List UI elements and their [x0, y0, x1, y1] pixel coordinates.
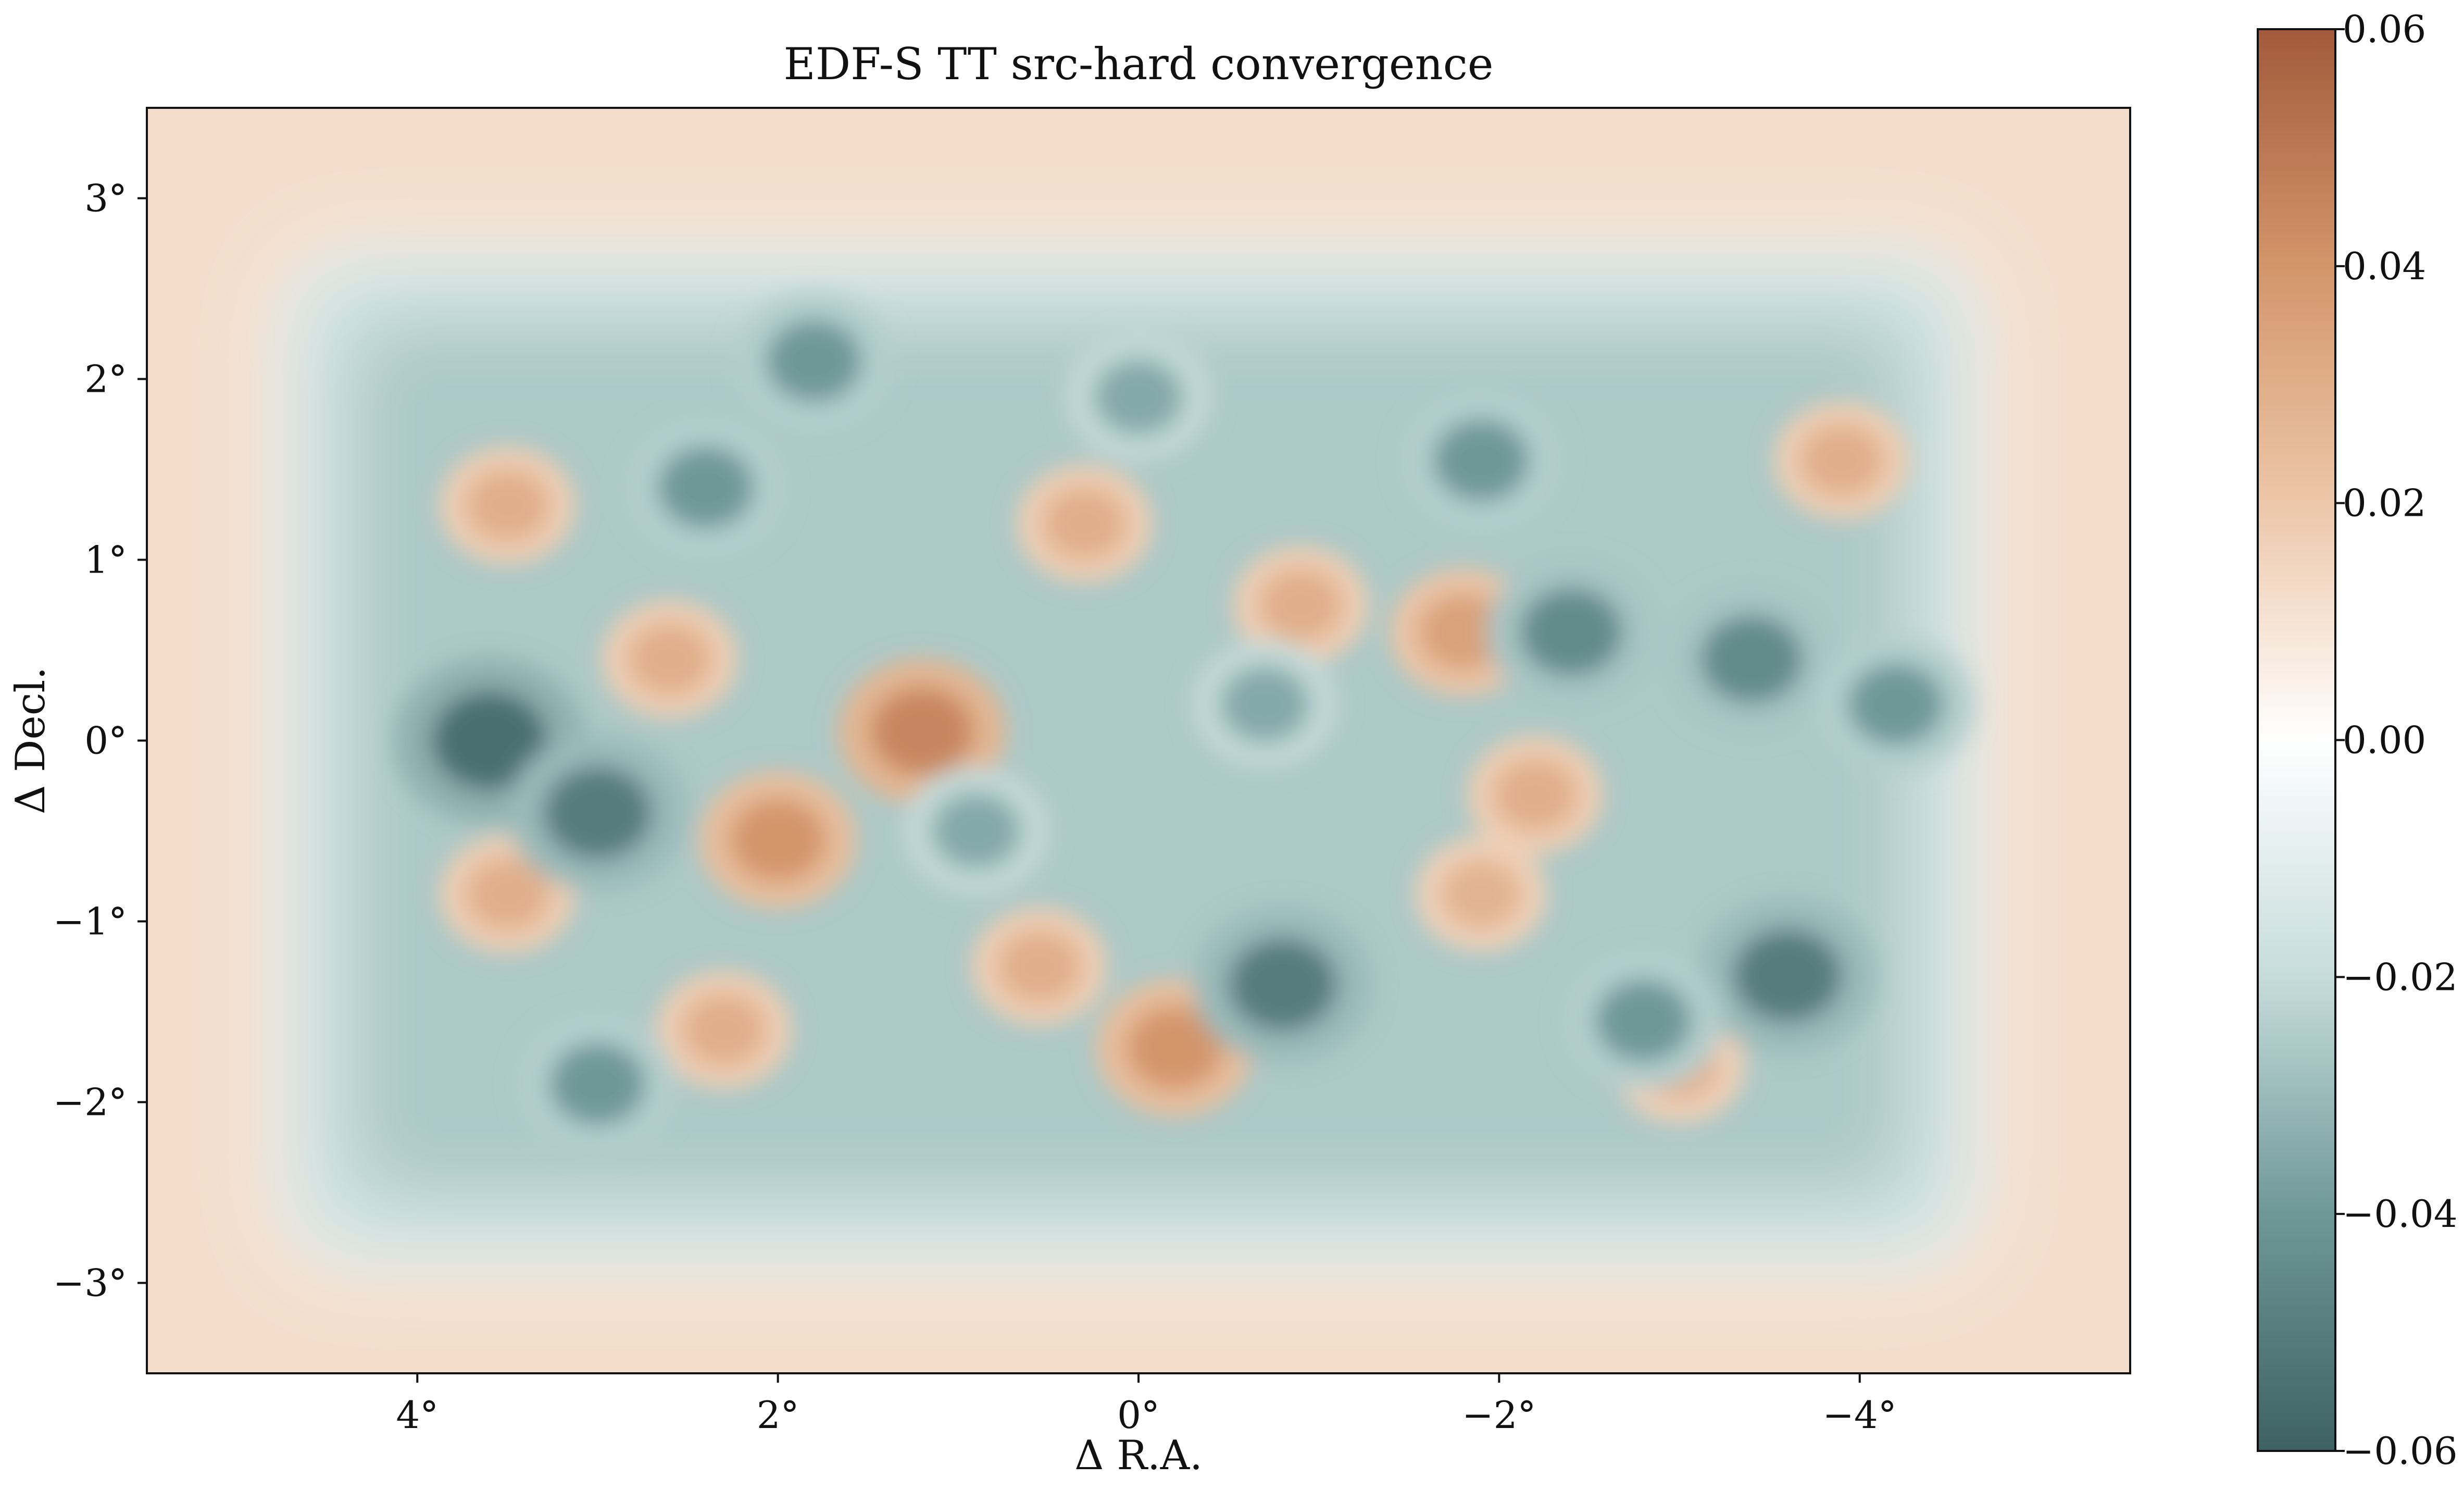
- feature-positive-2: [1126, 1007, 1223, 1089]
- feature-positive-6: [1043, 488, 1126, 560]
- y-axis-title: Δ Decl.: [7, 667, 54, 814]
- y-tick-label: 3°: [84, 177, 127, 220]
- x-tick-label: −2°: [1462, 1393, 1536, 1437]
- feature-positive-4: [466, 470, 549, 541]
- x-axis-title: Δ R.A.: [1074, 1432, 1203, 1479]
- feature-positive-3: [628, 623, 711, 695]
- convergence-features: [394, 292, 1975, 1153]
- y-tick-label: −1°: [53, 900, 127, 943]
- feature-negative-19: [1520, 588, 1623, 676]
- y-tick-label: −3°: [53, 1261, 127, 1305]
- feature-positive-8: [1800, 425, 1883, 496]
- y-axis-ticks: 3° 2° 1° 0° −1° −2° −3°: [53, 177, 147, 1305]
- feature-negative-16: [543, 766, 653, 860]
- feature-positive-0: [870, 687, 974, 776]
- feature-negative-20: [1700, 615, 1803, 703]
- colorbar-tick-label: −0.04: [2343, 1192, 2458, 1236]
- feature-negative-25: [1595, 979, 1692, 1062]
- feature-positive-1: [730, 799, 827, 881]
- x-tick-label: 4°: [396, 1393, 439, 1437]
- feature-positive-10: [997, 930, 1081, 1002]
- y-tick-label: 1°: [84, 538, 127, 582]
- colorbar-ticks: 0.06 0.04 0.02 0.00 −0.02 −0.04 −0.06: [2335, 7, 2458, 1473]
- colorbar: 0.06 0.04 0.02 0.00 −0.02 −0.04 −0.06: [2257, 7, 2458, 1473]
- colorbar-gradient: [2257, 28, 2336, 1452]
- colorbar-tick-label: −0.06: [2343, 1429, 2458, 1473]
- feature-negative-23: [766, 319, 862, 402]
- feature-negative-28: [549, 1042, 646, 1125]
- feature-positive-9: [682, 994, 766, 1066]
- colorbar-tick-label: 0.02: [2343, 481, 2426, 525]
- feature-positive-11: [1493, 759, 1577, 830]
- feature-positive-12: [466, 859, 549, 930]
- feature-positive-13: [1441, 860, 1522, 929]
- feature-positive-7: [1259, 569, 1343, 641]
- feature-negative-29: [1847, 663, 1944, 746]
- colorbar-tick-label: 0.00: [2343, 718, 2426, 762]
- feature-negative-22: [1433, 419, 1530, 502]
- colorbar-tick-label: 0.06: [2343, 7, 2426, 51]
- x-axis-ticks: 4° 2° 0° −2° −4°: [396, 1373, 1897, 1437]
- x-tick-label: 2°: [757, 1393, 799, 1437]
- x-tick-label: 0°: [1117, 1393, 1160, 1437]
- feature-negative-15: [431, 691, 548, 790]
- x-tick-label: −4°: [1823, 1393, 1897, 1437]
- colorbar-tick-label: −0.02: [2343, 955, 2458, 999]
- heatmap-plot-area: [147, 108, 2130, 1373]
- chart-title: EDF-S TT src-hard convergence: [784, 39, 1494, 90]
- feature-negative-27: [1220, 666, 1310, 743]
- feature-negative-17: [1228, 937, 1337, 1032]
- y-tick-label: −2°: [53, 1081, 127, 1124]
- feature-negative-26: [931, 792, 1021, 870]
- feature-negative-21: [657, 446, 754, 529]
- feature-negative-24: [1093, 358, 1184, 436]
- feature-positive-5: [1418, 593, 1508, 671]
- colorbar-tick-label: 0.04: [2343, 244, 2426, 288]
- y-tick-label: 2°: [84, 357, 127, 401]
- y-tick-label: 0°: [84, 719, 127, 763]
- feature-negative-18: [1733, 928, 1843, 1023]
